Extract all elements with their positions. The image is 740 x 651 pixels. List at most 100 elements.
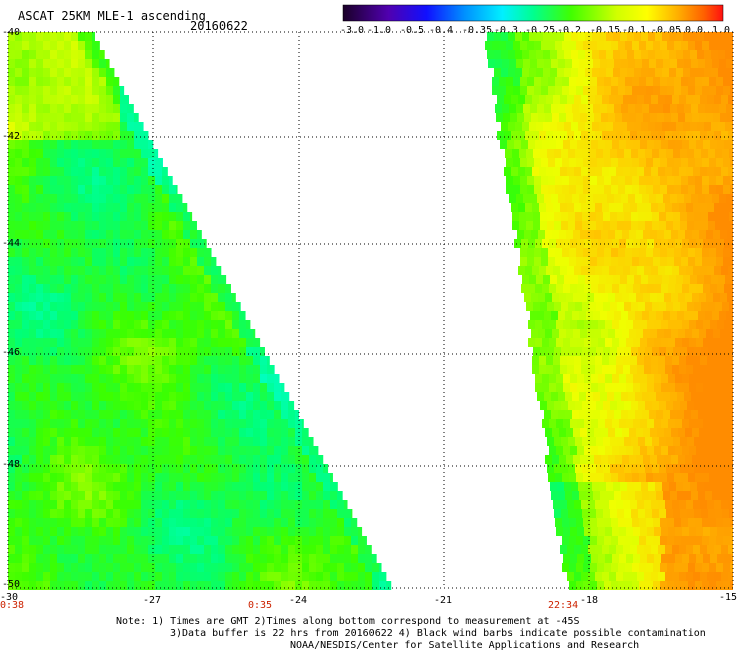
wind-pixel [646, 176, 653, 185]
wind-pixel [15, 392, 22, 401]
wind-pixel [583, 158, 590, 167]
wind-pixel [617, 347, 624, 356]
wind-pixel [534, 158, 541, 167]
wind-pixel [57, 248, 64, 257]
wind-pixel [78, 527, 85, 536]
wind-pixel [646, 185, 653, 194]
wind-pixel [64, 239, 71, 248]
wind-pixel [619, 338, 626, 347]
wind-pixel [706, 230, 713, 239]
wind-pixel [78, 446, 85, 455]
wind-pixel [22, 338, 29, 347]
wind-pixel [78, 266, 85, 275]
wind-pixel [705, 491, 712, 500]
wind-pixel [631, 437, 638, 446]
wind-pixel [260, 365, 267, 374]
wind-pixel [632, 473, 639, 482]
wind-pixel [584, 383, 591, 392]
wind-pixel [78, 239, 85, 248]
wind-pixel [694, 221, 701, 230]
wind-pixel [78, 500, 85, 509]
wind-pixel [8, 428, 15, 437]
wind-pixel [134, 428, 141, 437]
wind-pixel [709, 518, 716, 527]
wind-pixel [669, 68, 676, 77]
wind-pixel [64, 203, 71, 212]
wind-pixel [576, 176, 583, 185]
wind-pixel [619, 419, 626, 428]
wind-pixel [169, 203, 176, 212]
wind-pixel [568, 221, 575, 230]
wind-pixel [239, 572, 246, 581]
wind-pixel [253, 473, 260, 482]
wind-pixel [8, 50, 15, 59]
wind-pixel [36, 518, 43, 527]
wind-pixel [78, 149, 85, 158]
wind-pixel [148, 536, 155, 545]
wind-pixel [50, 131, 57, 140]
wind-pixel [64, 284, 71, 293]
wind-pixel [533, 221, 540, 230]
wind-pixel [197, 401, 204, 410]
wind-pixel [64, 545, 71, 554]
wind-pixel [204, 410, 211, 419]
wind-pixel [570, 338, 577, 347]
wind-pixel [604, 563, 611, 572]
wind-pixel [603, 149, 610, 158]
wind-pixel [232, 320, 239, 329]
wind-pixel [534, 185, 541, 194]
wind-pixel [155, 158, 162, 167]
wind-pixel [162, 176, 169, 185]
wind-pixel [190, 293, 197, 302]
wind-pixel [612, 446, 619, 455]
wind-pixel [725, 68, 732, 77]
wind-pixel [591, 374, 598, 383]
wind-pixel [85, 428, 92, 437]
wind-pixel [99, 464, 106, 473]
wind-pixel [522, 50, 529, 59]
wind-pixel [696, 527, 703, 536]
wind-pixel [85, 392, 92, 401]
wind-pixel [204, 266, 211, 275]
wind-pixel [560, 95, 567, 104]
wind-pixel [658, 545, 665, 554]
wind-pixel [8, 338, 15, 347]
wind-pixel [50, 572, 57, 581]
wind-pixel [246, 437, 253, 446]
wind-pixel [253, 464, 260, 473]
wind-pixel [274, 509, 281, 518]
wind-pixel [570, 239, 577, 248]
wind-pixel [211, 437, 218, 446]
wind-pixel [632, 518, 639, 527]
wind-pixel [71, 248, 78, 257]
wind-pixel [650, 428, 657, 437]
wind-pixel [687, 401, 694, 410]
wind-pixel [71, 509, 78, 518]
wind-pixel [545, 230, 552, 239]
wind-pixel [64, 230, 71, 239]
wind-pixel [589, 401, 596, 410]
wind-pixel [232, 401, 239, 410]
wind-pixel [43, 572, 50, 581]
wind-pixel [176, 437, 183, 446]
wind-pixel [509, 194, 516, 203]
wind-pixel [148, 311, 155, 320]
wind-pixel [520, 248, 527, 257]
wind-pixel [15, 527, 22, 536]
wind-pixel [85, 482, 92, 491]
wind-pixel [648, 68, 655, 77]
wind-pixel [667, 176, 674, 185]
wind-pixel [302, 437, 309, 446]
wind-pixel [667, 158, 674, 167]
wind-pixel [36, 32, 43, 41]
wind-pixel [652, 149, 659, 158]
wind-pixel [516, 194, 523, 203]
wind-pixel [15, 437, 22, 446]
wind-pixel [141, 473, 148, 482]
wind-pixel [535, 374, 542, 383]
wind-pixel [29, 176, 36, 185]
wind-pixel [134, 122, 141, 131]
wind-pixel [559, 230, 566, 239]
wind-pixel [15, 122, 22, 131]
wind-pixel [566, 293, 573, 302]
